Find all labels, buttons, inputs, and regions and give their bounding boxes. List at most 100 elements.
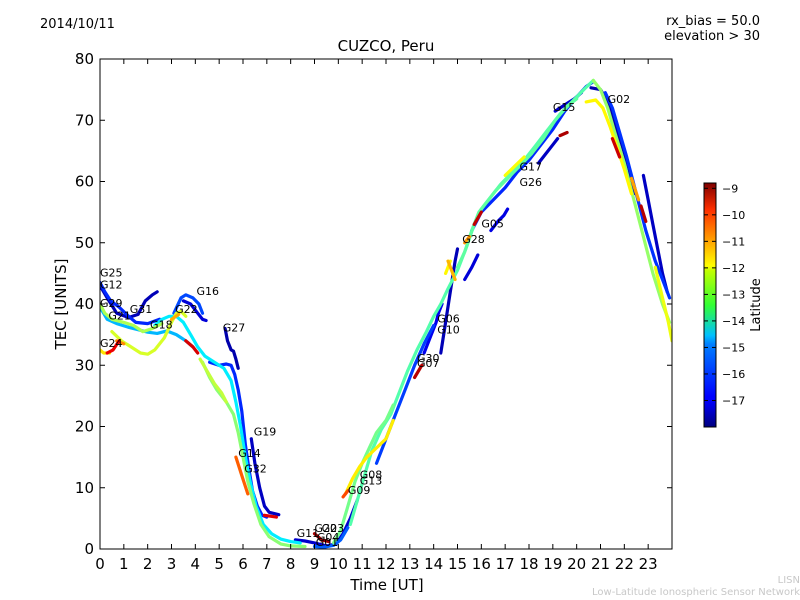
- satellite-label: G32: [244, 462, 267, 475]
- tec-series-50: [312, 532, 331, 544]
- satellite-label: G06: [437, 312, 460, 325]
- tec-series-43: [105, 339, 121, 355]
- x-tick-label: 5: [214, 555, 224, 573]
- tec-series-8: [489, 207, 510, 233]
- satellite-label: G16: [197, 285, 220, 298]
- satellite-label: G30: [417, 352, 440, 365]
- tec-series-32: [503, 155, 526, 177]
- x-tick-label: 21: [591, 555, 610, 573]
- tec-series-41: [234, 455, 250, 496]
- colorbar-label: Latitude: [749, 278, 764, 332]
- satellite-label: G28: [462, 233, 485, 246]
- y-tick-label: 10: [75, 479, 94, 497]
- satellite-label: G05: [481, 217, 504, 230]
- satellite-label: G27: [223, 322, 246, 335]
- tec-series-46: [472, 210, 483, 226]
- x-tick-label: 10: [329, 555, 348, 573]
- footer-lisn: LISN: [777, 575, 800, 586]
- rx-bias-label: rx_bias = 50.0: [666, 14, 760, 29]
- tec-series-6: [439, 247, 460, 355]
- x-tick-label: 20: [567, 555, 586, 573]
- x-tick-label: 3: [167, 555, 177, 573]
- satellite-label: G23: [322, 522, 345, 535]
- tec-series-40: [629, 176, 641, 202]
- colorbar-tick-label: −9: [722, 182, 738, 195]
- satellite-label: G07: [417, 357, 440, 370]
- tec-series-3: [249, 437, 281, 517]
- y-tick-label: 40: [75, 295, 94, 313]
- tec-series-27: [455, 97, 579, 269]
- x-tick-label: 19: [543, 555, 562, 573]
- satellite-label: G24: [100, 337, 123, 350]
- tec-series-25: [200, 360, 307, 549]
- tec-series-22: [348, 78, 595, 527]
- tec-series-39: [463, 235, 471, 245]
- tec-series-1: [181, 299, 208, 323]
- colorbar-tick-label: −14: [722, 315, 745, 328]
- satellite-label: G25: [100, 266, 123, 279]
- colorbar-tick-label: −17: [722, 394, 745, 407]
- x-tick-label: 7: [262, 555, 272, 573]
- colorbar-gradient: [703, 182, 717, 428]
- satellite-label: G15: [553, 101, 576, 114]
- tec-series-16: [312, 526, 350, 549]
- x-tick-label: 22: [615, 555, 634, 573]
- tec-series-34: [653, 265, 672, 343]
- tick-layer: 0 1 2 3 4 5 6 7 8 9 10 11 12 13 14 15 16 17 18 19 20 21 22 2301…: [75, 50, 672, 573]
- satellite-label: G29: [100, 297, 123, 310]
- colorbar-tick-label: −16: [722, 368, 745, 381]
- tec-series-33: [584, 98, 634, 196]
- tec-series-29: [198, 357, 228, 404]
- x-tick-label: 18: [519, 555, 538, 573]
- tec-series-28: [110, 309, 188, 356]
- satellite-label: G01: [316, 536, 339, 549]
- colorbar-tick-label: −15: [722, 341, 745, 354]
- x-tick-label: 2: [143, 555, 153, 573]
- tec-series-47: [558, 130, 569, 138]
- elevation-label: elevation > 30: [664, 29, 760, 44]
- x-tick-label: 23: [639, 555, 658, 573]
- colorbar-tick-label: −11: [722, 235, 745, 248]
- tec-series-51: [262, 513, 278, 519]
- y-tick-label: 60: [75, 173, 94, 191]
- tec-series-38: [446, 259, 457, 282]
- satellite-label: G08: [360, 469, 383, 482]
- y-tick-label: 30: [75, 356, 94, 374]
- tec-series-14: [172, 293, 205, 315]
- x-tick-label: 15: [448, 555, 467, 573]
- x-tick-label: 6: [238, 555, 248, 573]
- tec-series-30: [343, 418, 395, 496]
- x-tick-label: 17: [496, 555, 515, 573]
- tec-series-42: [341, 489, 350, 499]
- tec-series-13: [100, 281, 162, 326]
- tec-series-37: [169, 312, 181, 321]
- tec-series-24: [100, 302, 164, 334]
- colorbar: −9 −10 −11 −12 −13 −14 −15 −16 −17: [703, 182, 745, 428]
- date-label: 2014/10/11: [40, 17, 115, 32]
- series-layer: [100, 78, 672, 549]
- satellite-label: G26: [519, 176, 542, 189]
- x-tick-label: 16: [472, 555, 491, 573]
- tec-series-7: [463, 253, 480, 282]
- satellite-label: G31: [130, 303, 153, 316]
- y-tick-label: 70: [75, 111, 94, 129]
- footer-network: Low-Latitude Ionospheric Sensor Network: [592, 587, 800, 598]
- satellite-label: G18: [150, 319, 173, 332]
- x-tick-label: 8: [286, 555, 296, 573]
- x-tick-label: 4: [191, 555, 201, 573]
- satellite-label: G02: [608, 93, 631, 106]
- colorbar-tick-label: −12: [722, 262, 745, 275]
- y-tick-label: 80: [75, 50, 94, 68]
- y-tick-label: 50: [75, 234, 94, 252]
- x-tick-label: 13: [400, 555, 419, 573]
- colorbar-tick-label: −13: [722, 288, 745, 301]
- satellite-label: G04: [317, 531, 340, 544]
- y-tick-label: 0: [84, 540, 94, 558]
- tec-series-44: [184, 339, 200, 355]
- footer: LISN Low-Latitude Ionospheric Sensor Net…: [592, 575, 800, 599]
- chart-title: CUZCO, Peru: [337, 37, 435, 55]
- tec-series-49: [639, 204, 648, 223]
- satellite-label: G21: [108, 309, 131, 322]
